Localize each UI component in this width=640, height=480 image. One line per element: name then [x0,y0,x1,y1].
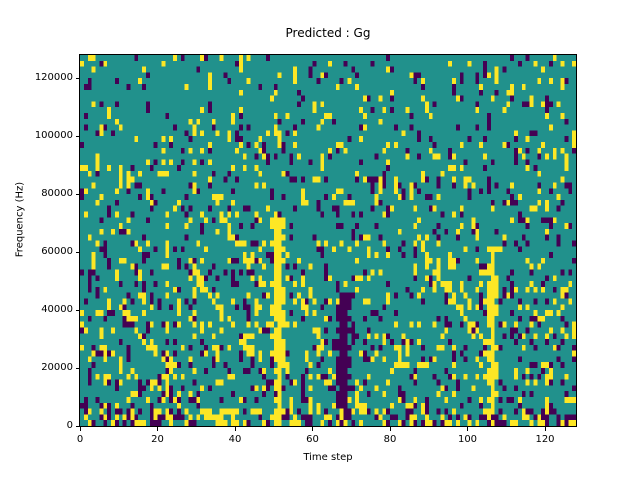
y-tick-mark [75,193,79,195]
heatmap-plot-area [79,54,577,427]
x-tick-mark [544,427,546,431]
x-tick-label: 100 [457,434,478,445]
x-tick-mark [467,427,468,431]
x-tick-mark [234,427,236,431]
y-tick-label: 20000 [41,362,73,374]
page-title: Predicted : Gg [285,26,371,40]
y-tick-label: 100000 [34,130,73,142]
y-tick-label: 40000 [41,304,73,316]
x-axis: 0 20 40 60 80 100 120 [77,427,577,480]
x-tick-label: 20 [151,434,164,445]
x-tick-label: 0 [76,434,84,445]
y-tick-label: 120000 [34,72,73,84]
y-axis: Frequency (Hz) 0 20000 40000 60000 80000 1000… [0,54,79,431]
y-tick-mark [75,425,79,427]
y-tick-mark [75,135,79,137]
y-tick-mark [75,77,79,79]
x-tick-mark [79,427,81,431]
y-axis-label: Frequency (Hz) [14,181,26,258]
x-tick-label: 40 [228,434,242,445]
x-tick-label: 80 [383,434,397,445]
y-tick-mark [75,309,79,311]
y-tick-mark [75,367,79,369]
y-tick-mark [75,251,79,253]
y-tick-label: 0 [66,420,73,431]
y-tick-label: 80000 [41,188,73,200]
x-tick-label: 120 [535,434,555,445]
spectrogram-heatmap [80,55,576,426]
x-tick-label: 60 [306,434,319,445]
x-tick-mark [157,427,158,431]
x-tick-mark [312,427,313,431]
x-axis-label: Time step [303,452,353,463]
x-tick-mark [389,427,391,431]
y-tick-label: 60000 [41,246,73,258]
